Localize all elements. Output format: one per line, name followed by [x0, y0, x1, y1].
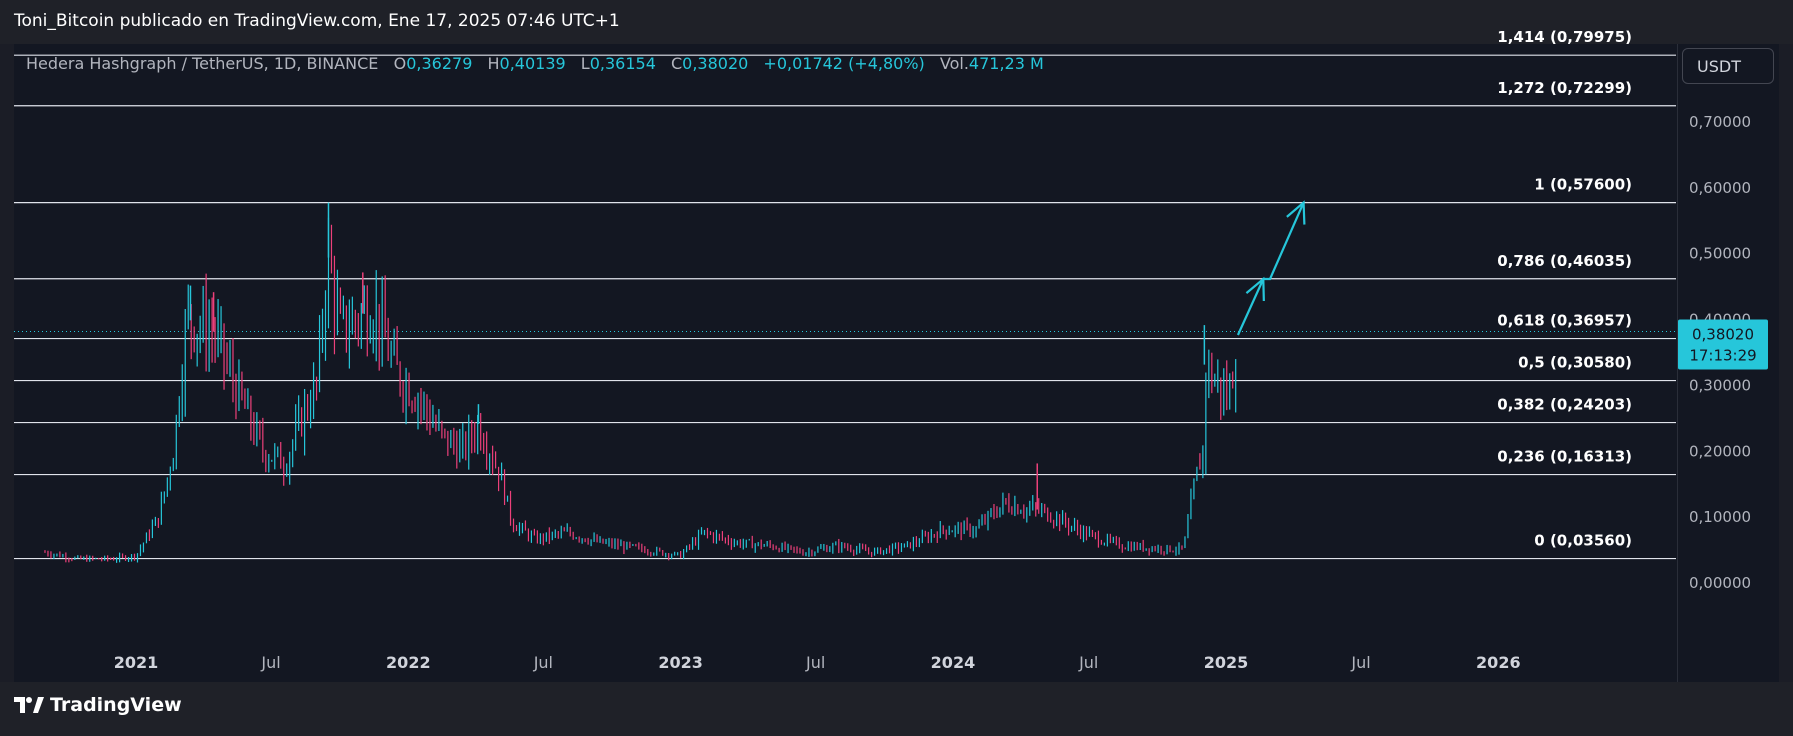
y-tick-5: 0,20000	[1689, 442, 1751, 460]
open-value: 0,36279	[406, 54, 473, 73]
x-tick-10: 2026	[1476, 653, 1521, 672]
y-tick-0: 0,70000	[1689, 113, 1751, 131]
candles	[44, 202, 1237, 563]
x-tick-labels: 2021 Jul 2022 Jul 2023 Jul 2024 Jul 2025 Jul 2026	[114, 653, 1521, 672]
y-tick-6: 0,10000	[1689, 508, 1751, 526]
x-tick-3: Jul	[533, 653, 553, 672]
x-tick-4: 2023	[658, 653, 703, 672]
x-tick-5: Jul	[805, 653, 825, 672]
y-tick-2: 0,50000	[1689, 245, 1751, 263]
fib-label-6: 0,382 (0,24203)	[1497, 396, 1632, 414]
fib-label-7: 0,236 (0,16313)	[1497, 448, 1632, 466]
brand-text: TradingView	[50, 694, 182, 716]
fib-label-8: 0 (0,03560)	[1534, 532, 1632, 550]
y-tick-1: 0,60000	[1689, 179, 1751, 197]
low-value: 0,36154	[589, 54, 656, 73]
x-tick-6: 2024	[931, 653, 976, 672]
open-label: O	[393, 54, 407, 73]
high-value: 0,40139	[499, 54, 566, 73]
projection-path	[1236, 202, 1305, 336]
projection-arrows	[1236, 200, 1306, 336]
fib-label-3: 0,786 (0,46035)	[1497, 252, 1632, 270]
publisher-text: Toni_Bitcoin publicado en TradingView.co…	[14, 11, 620, 31]
ohlc-legend: Hedera Hashgraph / TetherUS, 1D, BINANCE…	[26, 54, 1054, 73]
x-tick-2: 2022	[386, 653, 431, 672]
tradingview-logo-icon	[14, 697, 44, 713]
chart-panel[interactable]	[14, 44, 1677, 682]
projection-arrowhead-2	[1286, 200, 1306, 225]
x-tick-1: Jul	[260, 653, 280, 672]
fib-label-0: 1,414 (0,79975)	[1497, 28, 1632, 46]
price-tag-countdown: 17:13:29	[1689, 347, 1756, 365]
volume-value: 471,23 M	[968, 54, 1044, 73]
last-price-tag: 0,38020 17:13:29	[1678, 319, 1768, 370]
change-value: +0,01742 (+4,80%)	[763, 54, 925, 73]
fib-levels: 1,414 (0,79975) 1,272 (0,72299) 1 (0,57600…	[14, 28, 1676, 560]
y-tick-labels: 0,700000,600000,500000,400000,300000,200…	[1689, 113, 1751, 592]
price-tag-value: 0,38020	[1692, 326, 1754, 344]
x-tick-9: Jul	[1350, 653, 1370, 672]
currency-label: USDT	[1697, 56, 1741, 76]
y-tick-7: 0,00000	[1689, 574, 1751, 592]
x-tick-7: Jul	[1078, 653, 1098, 672]
publisher-bar: Toni_Bitcoin publicado en TradingView.co…	[0, 0, 1793, 44]
low-label: L	[580, 54, 590, 73]
x-tick-8: 2025	[1204, 653, 1249, 672]
currency-button[interactable]: USDT	[1682, 48, 1774, 84]
tradingview-logo[interactable]: TradingView	[14, 694, 182, 716]
fib-label-4: 0,618 (0,36957)	[1497, 312, 1632, 330]
symbol-label[interactable]: Hedera Hashgraph / TetherUS, 1D, BINANCE	[26, 54, 379, 73]
fib-label-5: 0,5 (0,30580)	[1518, 354, 1632, 372]
close-value: 0,38020	[682, 54, 749, 73]
price-tag-box	[1678, 319, 1768, 370]
close-label: C	[670, 54, 683, 73]
fib-label-2: 1 (0,57600)	[1534, 176, 1632, 194]
footer: TradingView	[0, 682, 1793, 736]
projection-arrowhead-1	[1245, 276, 1265, 302]
volume-label: Vol.	[939, 54, 969, 73]
y-tick-4: 0,30000	[1689, 376, 1751, 394]
high-label: H	[487, 54, 500, 73]
fib-label-1: 1,272 (0,72299)	[1497, 79, 1632, 97]
x-tick-0: 2021	[114, 653, 159, 672]
